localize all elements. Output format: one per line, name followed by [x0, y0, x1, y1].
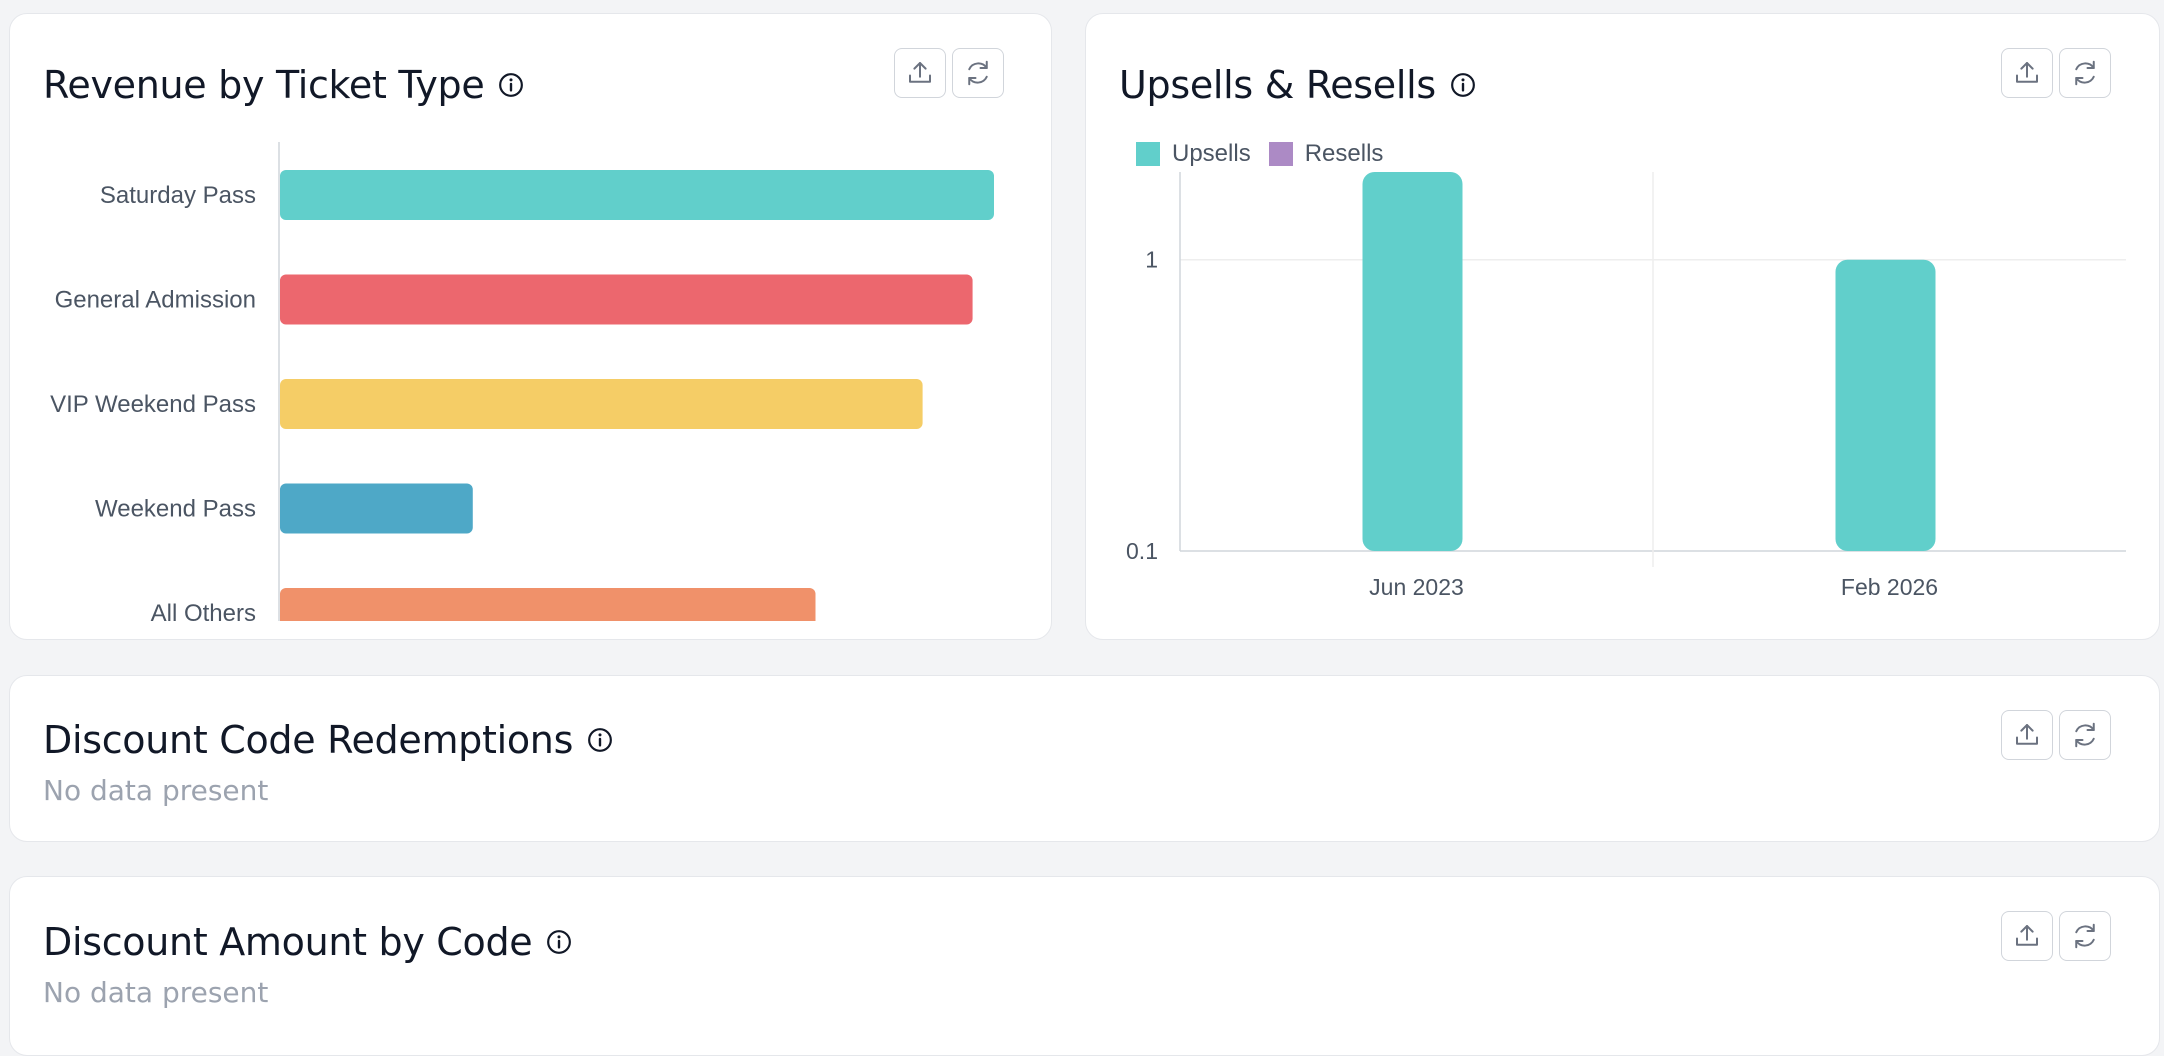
revenue-card-tools	[894, 48, 1004, 98]
upsells-resells-bar-chart: 0.1 1 Jun 2023 Feb 2026	[1126, 172, 2126, 600]
bar-upsells-feb-2026[interactable]	[1835, 259, 1936, 551]
info-icon[interactable]	[498, 72, 524, 98]
refresh-icon	[968, 60, 988, 86]
refresh-button[interactable]	[952, 48, 1004, 98]
info-icon[interactable]	[546, 929, 572, 955]
x-tick-label-jun-2023: Jun 2023	[1369, 574, 1464, 600]
bar-general-admission[interactable]	[280, 274, 973, 325]
bar-upsells-jun-2023[interactable]	[1362, 172, 1463, 551]
category-label-general-admission: General Admission	[55, 287, 256, 314]
refresh-icon	[2075, 923, 2095, 949]
revenue-card-title: Revenue by Ticket Type	[43, 63, 485, 107]
export-button[interactable]	[2001, 710, 2053, 760]
refresh-icon	[2075, 60, 2095, 86]
refresh-button[interactable]	[2059, 48, 2111, 98]
category-label-all-others: All Others	[151, 600, 256, 621]
export-icon	[2016, 724, 2038, 745]
export-button[interactable]	[894, 48, 946, 98]
card-title: Discount Code Redemptions	[43, 721, 613, 759]
bar-vip-weekend-pass[interactable]	[280, 379, 923, 429]
discount-code-redemptions-card: Discount Code Redemptions No data presen…	[9, 675, 2160, 842]
y-tick-label-0-1: 0.1	[1126, 538, 1158, 564]
bar-saturday-pass[interactable]	[280, 170, 994, 220]
discount-amount-title: Discount Amount by Code	[43, 920, 533, 964]
empty-state-text: No data present	[43, 774, 269, 807]
revenue-by-ticket-type-card: Revenue by Ticket Type Saturday Pass Gene…	[9, 13, 1052, 640]
discount-amount-tools	[2001, 911, 2111, 961]
bar-all-others[interactable]	[280, 588, 816, 621]
x-tick-label-feb-2026: Feb 2026	[1841, 574, 1938, 600]
export-icon	[909, 62, 931, 83]
revenue-bar-chart: Saturday Pass General Admission VIP Weeken…	[50, 142, 994, 621]
discount-amount-by-code-card: Discount Amount by Code No data present	[9, 876, 2160, 1056]
legend-label-upsells: Upsells	[1172, 140, 1251, 167]
upsells-card-tools	[2001, 48, 2111, 98]
bar-weekend-pass[interactable]	[280, 483, 473, 534]
export-button[interactable]	[2001, 911, 2053, 961]
chart-legend: Upsells Resells	[1136, 140, 1383, 168]
export-button[interactable]	[2001, 48, 2053, 98]
discount-redemptions-title: Discount Code Redemptions	[43, 718, 574, 762]
card-title: Revenue by Ticket Type	[43, 66, 524, 104]
upsells-card-title: Upsells & Resells	[1119, 63, 1436, 107]
refresh-button[interactable]	[2059, 911, 2111, 961]
info-icon[interactable]	[587, 727, 613, 753]
legend-item-resells[interactable]: Resells	[1268, 140, 1384, 168]
y-tick-label-1: 1	[1145, 247, 1158, 273]
upsells-resells-card: Upsells & Resells Upsells Resells 0.1 1 Ju	[1085, 13, 2160, 640]
refresh-icon	[2075, 722, 2095, 748]
legend-swatch-resells	[1268, 142, 1293, 166]
category-label-weekend-pass: Weekend Pass	[95, 496, 256, 523]
export-icon	[2016, 925, 2038, 946]
legend-label-resells: Resells	[1304, 140, 1384, 167]
category-label-vip-weekend-pass: VIP Weekend Pass	[50, 391, 256, 418]
legend-item-upsells[interactable]: Upsells	[1136, 140, 1251, 168]
refresh-button[interactable]	[2059, 710, 2111, 760]
export-icon	[2016, 62, 2038, 83]
card-title: Discount Amount by Code	[43, 923, 572, 961]
category-label-saturday-pass: Saturday Pass	[100, 182, 256, 209]
card-title: Upsells & Resells	[1119, 66, 1476, 104]
empty-state-text: No data present	[43, 976, 269, 1009]
discount-redemptions-tools	[2001, 710, 2111, 760]
info-icon[interactable]	[1450, 72, 1476, 98]
legend-swatch-upsells	[1136, 142, 1160, 166]
